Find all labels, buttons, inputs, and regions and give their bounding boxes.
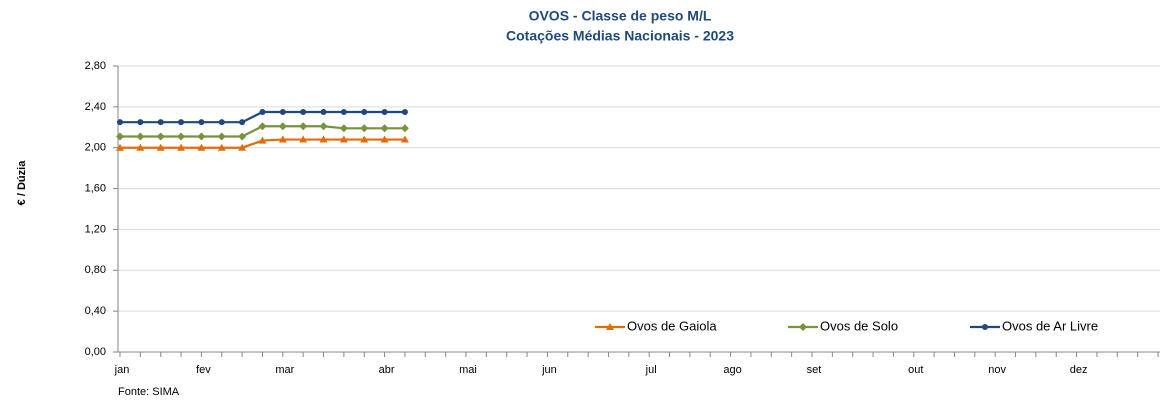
data-point: [238, 143, 247, 151]
data-point: [137, 119, 144, 126]
data-point: [299, 122, 308, 131]
data-point: [300, 108, 307, 115]
data-point: [177, 143, 186, 151]
x-tick-label: mar: [275, 364, 294, 376]
data-point: [117, 119, 123, 126]
y-tick-label: 2,00: [85, 142, 106, 154]
data-point: [157, 119, 164, 126]
x-tick-label: ago: [723, 364, 741, 376]
data-point: [116, 132, 124, 141]
legend-label: Ovos de Solo: [820, 318, 898, 333]
data-point: [258, 136, 267, 144]
data-point: [197, 132, 206, 141]
chart-subtitle: Cotações Médias Nacionais - 2023: [506, 28, 734, 44]
data-point: [380, 135, 389, 143]
data-point: [217, 143, 226, 151]
data-point: [258, 122, 267, 131]
x-tick-label: set: [807, 364, 822, 376]
data-point: [360, 135, 369, 143]
data-point: [197, 143, 206, 151]
y-tick-label: 2,80: [85, 60, 106, 72]
source-note: Fonte: SIMA: [118, 386, 180, 398]
data-point: [339, 135, 348, 143]
data-point: [156, 143, 165, 151]
legend-label: Ovos de Ar Livre: [1002, 318, 1098, 333]
y-tick-label: 1,20: [85, 223, 106, 235]
x-tick-label: jul: [645, 364, 657, 376]
data-point: [361, 108, 368, 115]
data-point: [198, 119, 205, 126]
data-point: [340, 108, 347, 115]
legend-label: Ovos de Gaiola: [627, 318, 717, 333]
data-point: [156, 132, 165, 141]
x-tick-label: abr: [379, 364, 395, 376]
x-tick-label: dez: [1070, 364, 1088, 376]
data-point: [238, 132, 247, 141]
x-tick-label: mai: [459, 364, 477, 376]
data-point: [400, 124, 409, 133]
data-point: [320, 108, 327, 115]
data-point: [116, 143, 124, 151]
data-point: [319, 122, 328, 131]
data-point: [218, 119, 225, 126]
data-point: [299, 135, 308, 143]
data-point: [381, 108, 388, 115]
data-point: [136, 143, 145, 151]
data-point: [319, 135, 328, 143]
data-point: [177, 132, 186, 141]
chart-title: OVOS - Classe de peso M/L: [529, 8, 712, 24]
data-point: [278, 135, 287, 143]
x-tick-label: jun: [541, 364, 557, 376]
y-tick-label: 0,40: [85, 305, 106, 317]
data-point: [339, 124, 348, 133]
data-point: [401, 108, 408, 115]
y-tick-label: 2,40: [85, 101, 106, 113]
data-point: [982, 324, 988, 330]
data-point: [360, 124, 369, 133]
data-point: [136, 132, 145, 141]
y-axis-label: € / Dúzia: [16, 160, 28, 206]
x-tick-label: nov: [988, 364, 1006, 376]
data-point: [279, 108, 286, 115]
data-point: [380, 124, 389, 133]
data-point: [400, 135, 409, 143]
x-tick-label: out: [908, 364, 923, 376]
data-point: [606, 323, 614, 330]
x-tick-label: jan: [114, 364, 130, 376]
data-point: [217, 132, 226, 141]
y-tick-label: 0,80: [85, 264, 106, 276]
y-tick-label: 0,00: [85, 346, 106, 358]
x-tick-label: fev: [196, 364, 211, 376]
y-tick-label: 1,60: [85, 182, 106, 194]
data-point: [278, 122, 287, 131]
data-point: [259, 108, 266, 115]
data-point: [239, 119, 246, 126]
data-point: [178, 119, 185, 126]
data-point: [799, 323, 807, 331]
